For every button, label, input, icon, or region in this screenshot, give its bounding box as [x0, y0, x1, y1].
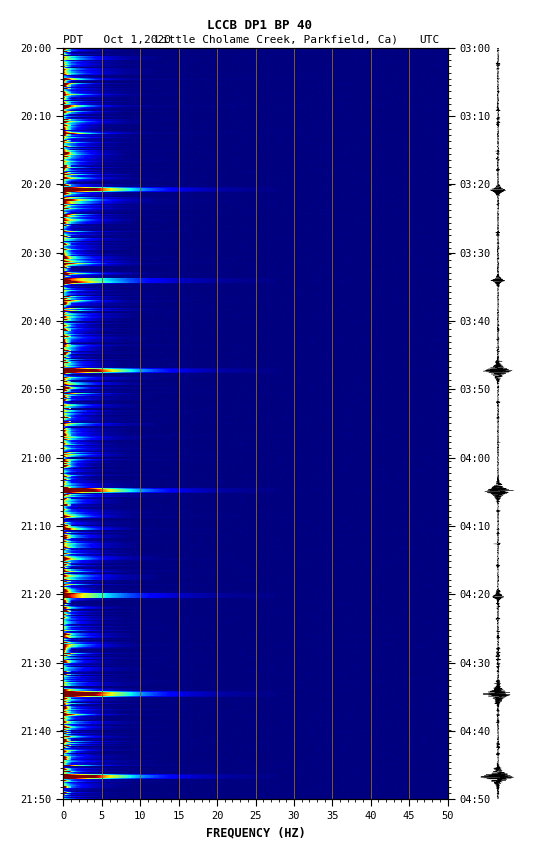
Text: LCCB DP1 BP 40: LCCB DP1 BP 40 [207, 19, 312, 32]
Text: UTC: UTC [420, 35, 440, 45]
Text: Little Cholame Creek, Parkfield, Ca): Little Cholame Creek, Parkfield, Ca) [155, 35, 397, 45]
Text: PDT   Oct 1,2020: PDT Oct 1,2020 [63, 35, 172, 45]
X-axis label: FREQUENCY (HZ): FREQUENCY (HZ) [206, 827, 305, 840]
